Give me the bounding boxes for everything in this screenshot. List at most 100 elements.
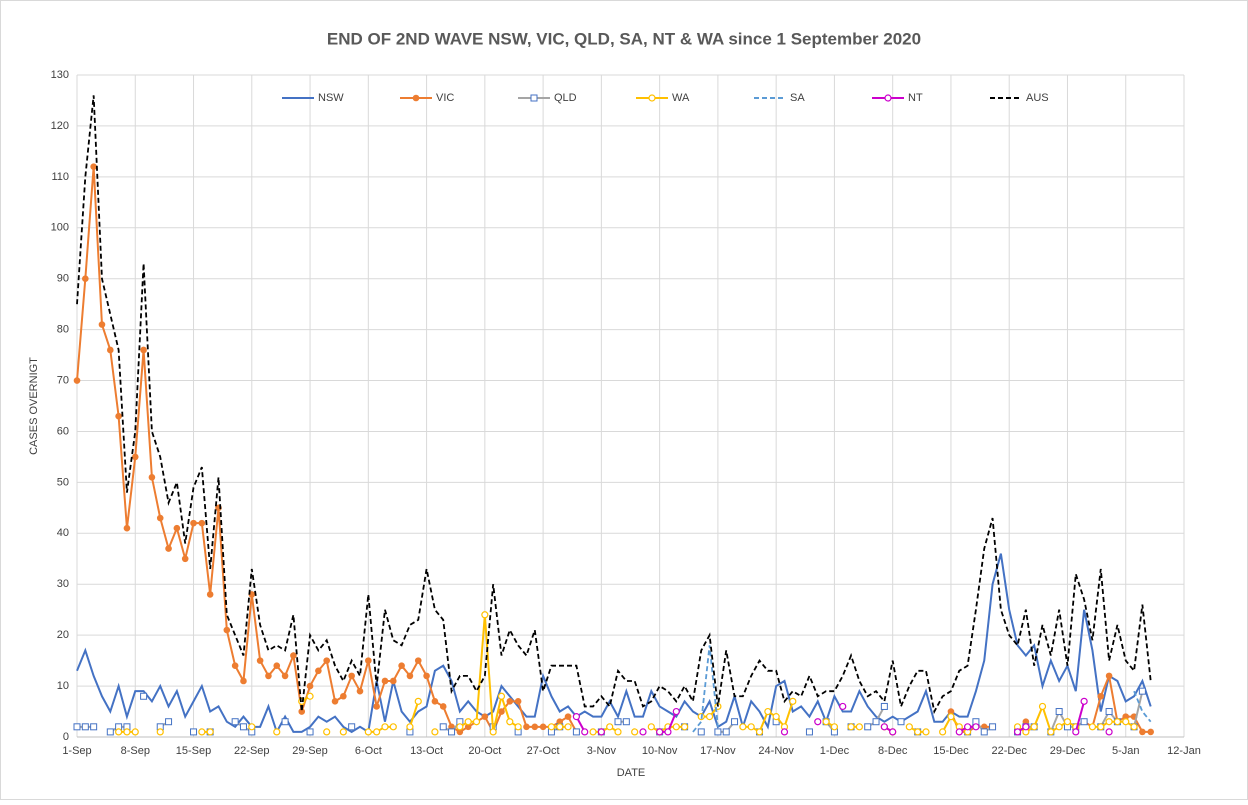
marker	[273, 662, 281, 670]
marker	[514, 723, 522, 731]
marker	[955, 728, 963, 736]
marker	[256, 657, 264, 664]
marker	[564, 713, 572, 720]
marker	[1080, 718, 1088, 726]
marker	[880, 723, 888, 731]
marker	[240, 677, 247, 685]
marker	[764, 707, 772, 716]
marker	[963, 723, 972, 731]
y-tick-label: 20	[57, 629, 69, 641]
marker	[647, 723, 655, 731]
marker	[73, 723, 81, 731]
marker	[1038, 702, 1047, 711]
marker	[1113, 718, 1122, 726]
marker	[165, 545, 172, 552]
marker	[106, 346, 114, 354]
marker	[914, 728, 922, 736]
marker	[1097, 723, 1105, 731]
x-tick-label: 22-Dec	[991, 745, 1027, 757]
x-tick-label: 13-Oct	[410, 745, 443, 757]
series-aus	[76, 95, 1152, 715]
marker	[531, 723, 539, 731]
marker	[156, 728, 164, 736]
marker	[98, 321, 106, 328]
marker	[231, 662, 239, 670]
marker	[265, 672, 272, 680]
marker	[747, 723, 755, 731]
marker	[456, 723, 464, 731]
x-axis-title: DATE	[617, 767, 646, 779]
marker	[572, 728, 580, 736]
marker	[431, 698, 439, 705]
marker	[281, 718, 289, 726]
marker	[306, 682, 314, 690]
marker	[348, 723, 356, 731]
marker	[597, 728, 605, 736]
marker	[82, 275, 89, 282]
marker	[1030, 723, 1038, 731]
y-tick-label: 120	[51, 120, 69, 132]
marker	[805, 728, 813, 736]
marker	[1097, 692, 1105, 700]
marker	[406, 672, 414, 680]
series-line	[1075, 672, 1151, 733]
marker	[298, 708, 306, 715]
marker	[1147, 728, 1155, 736]
marker	[90, 723, 98, 731]
marker	[439, 723, 447, 731]
marker	[722, 728, 730, 736]
series-line	[408, 701, 420, 728]
series-sa	[692, 645, 1152, 733]
marker	[306, 692, 314, 700]
marker	[1130, 723, 1138, 731]
marker	[231, 718, 239, 726]
y-tick-label: 80	[57, 324, 69, 336]
marker	[123, 728, 131, 736]
marker	[614, 728, 622, 736]
legend-label: SA	[790, 92, 805, 104]
marker	[198, 519, 206, 527]
marker	[905, 723, 913, 731]
marker	[631, 728, 639, 736]
x-tick-label: 8-Sep	[121, 745, 150, 757]
marker	[389, 723, 397, 731]
marker	[839, 702, 847, 711]
marker	[1013, 728, 1022, 736]
marker	[556, 723, 564, 731]
x-tick-label: 1-Sep	[62, 745, 91, 757]
marker	[181, 555, 189, 563]
marker	[547, 723, 556, 731]
marker	[414, 697, 422, 705]
marker	[131, 453, 139, 461]
marker	[498, 708, 505, 715]
x-tick-label: 8-Dec	[878, 745, 908, 757]
marker	[705, 713, 714, 721]
x-tick-label: 15-Dec	[933, 745, 969, 757]
x-tick-label: 3-Nov	[587, 745, 617, 757]
marker	[398, 662, 405, 670]
marker	[780, 728, 789, 736]
marker	[223, 626, 231, 634]
marker	[206, 591, 214, 598]
legend-label: NSW	[318, 92, 344, 104]
marker	[897, 718, 905, 726]
marker	[115, 412, 122, 420]
marker	[73, 377, 81, 384]
marker	[1022, 723, 1030, 731]
marker	[539, 723, 547, 731]
marker	[106, 728, 114, 736]
y-tick-label: 40	[57, 527, 69, 539]
x-tick-label: 6-Oct	[355, 745, 382, 757]
marker	[572, 713, 580, 721]
series-nsw	[76, 553, 1152, 735]
legend-marker	[530, 94, 538, 102]
marker	[140, 692, 148, 700]
y-tick-label: 130	[51, 69, 69, 81]
marker	[464, 718, 472, 726]
series-line	[593, 725, 619, 733]
marker	[889, 728, 897, 736]
legend-marker	[884, 94, 892, 102]
x-tick-label: 27-Oct	[527, 745, 560, 757]
